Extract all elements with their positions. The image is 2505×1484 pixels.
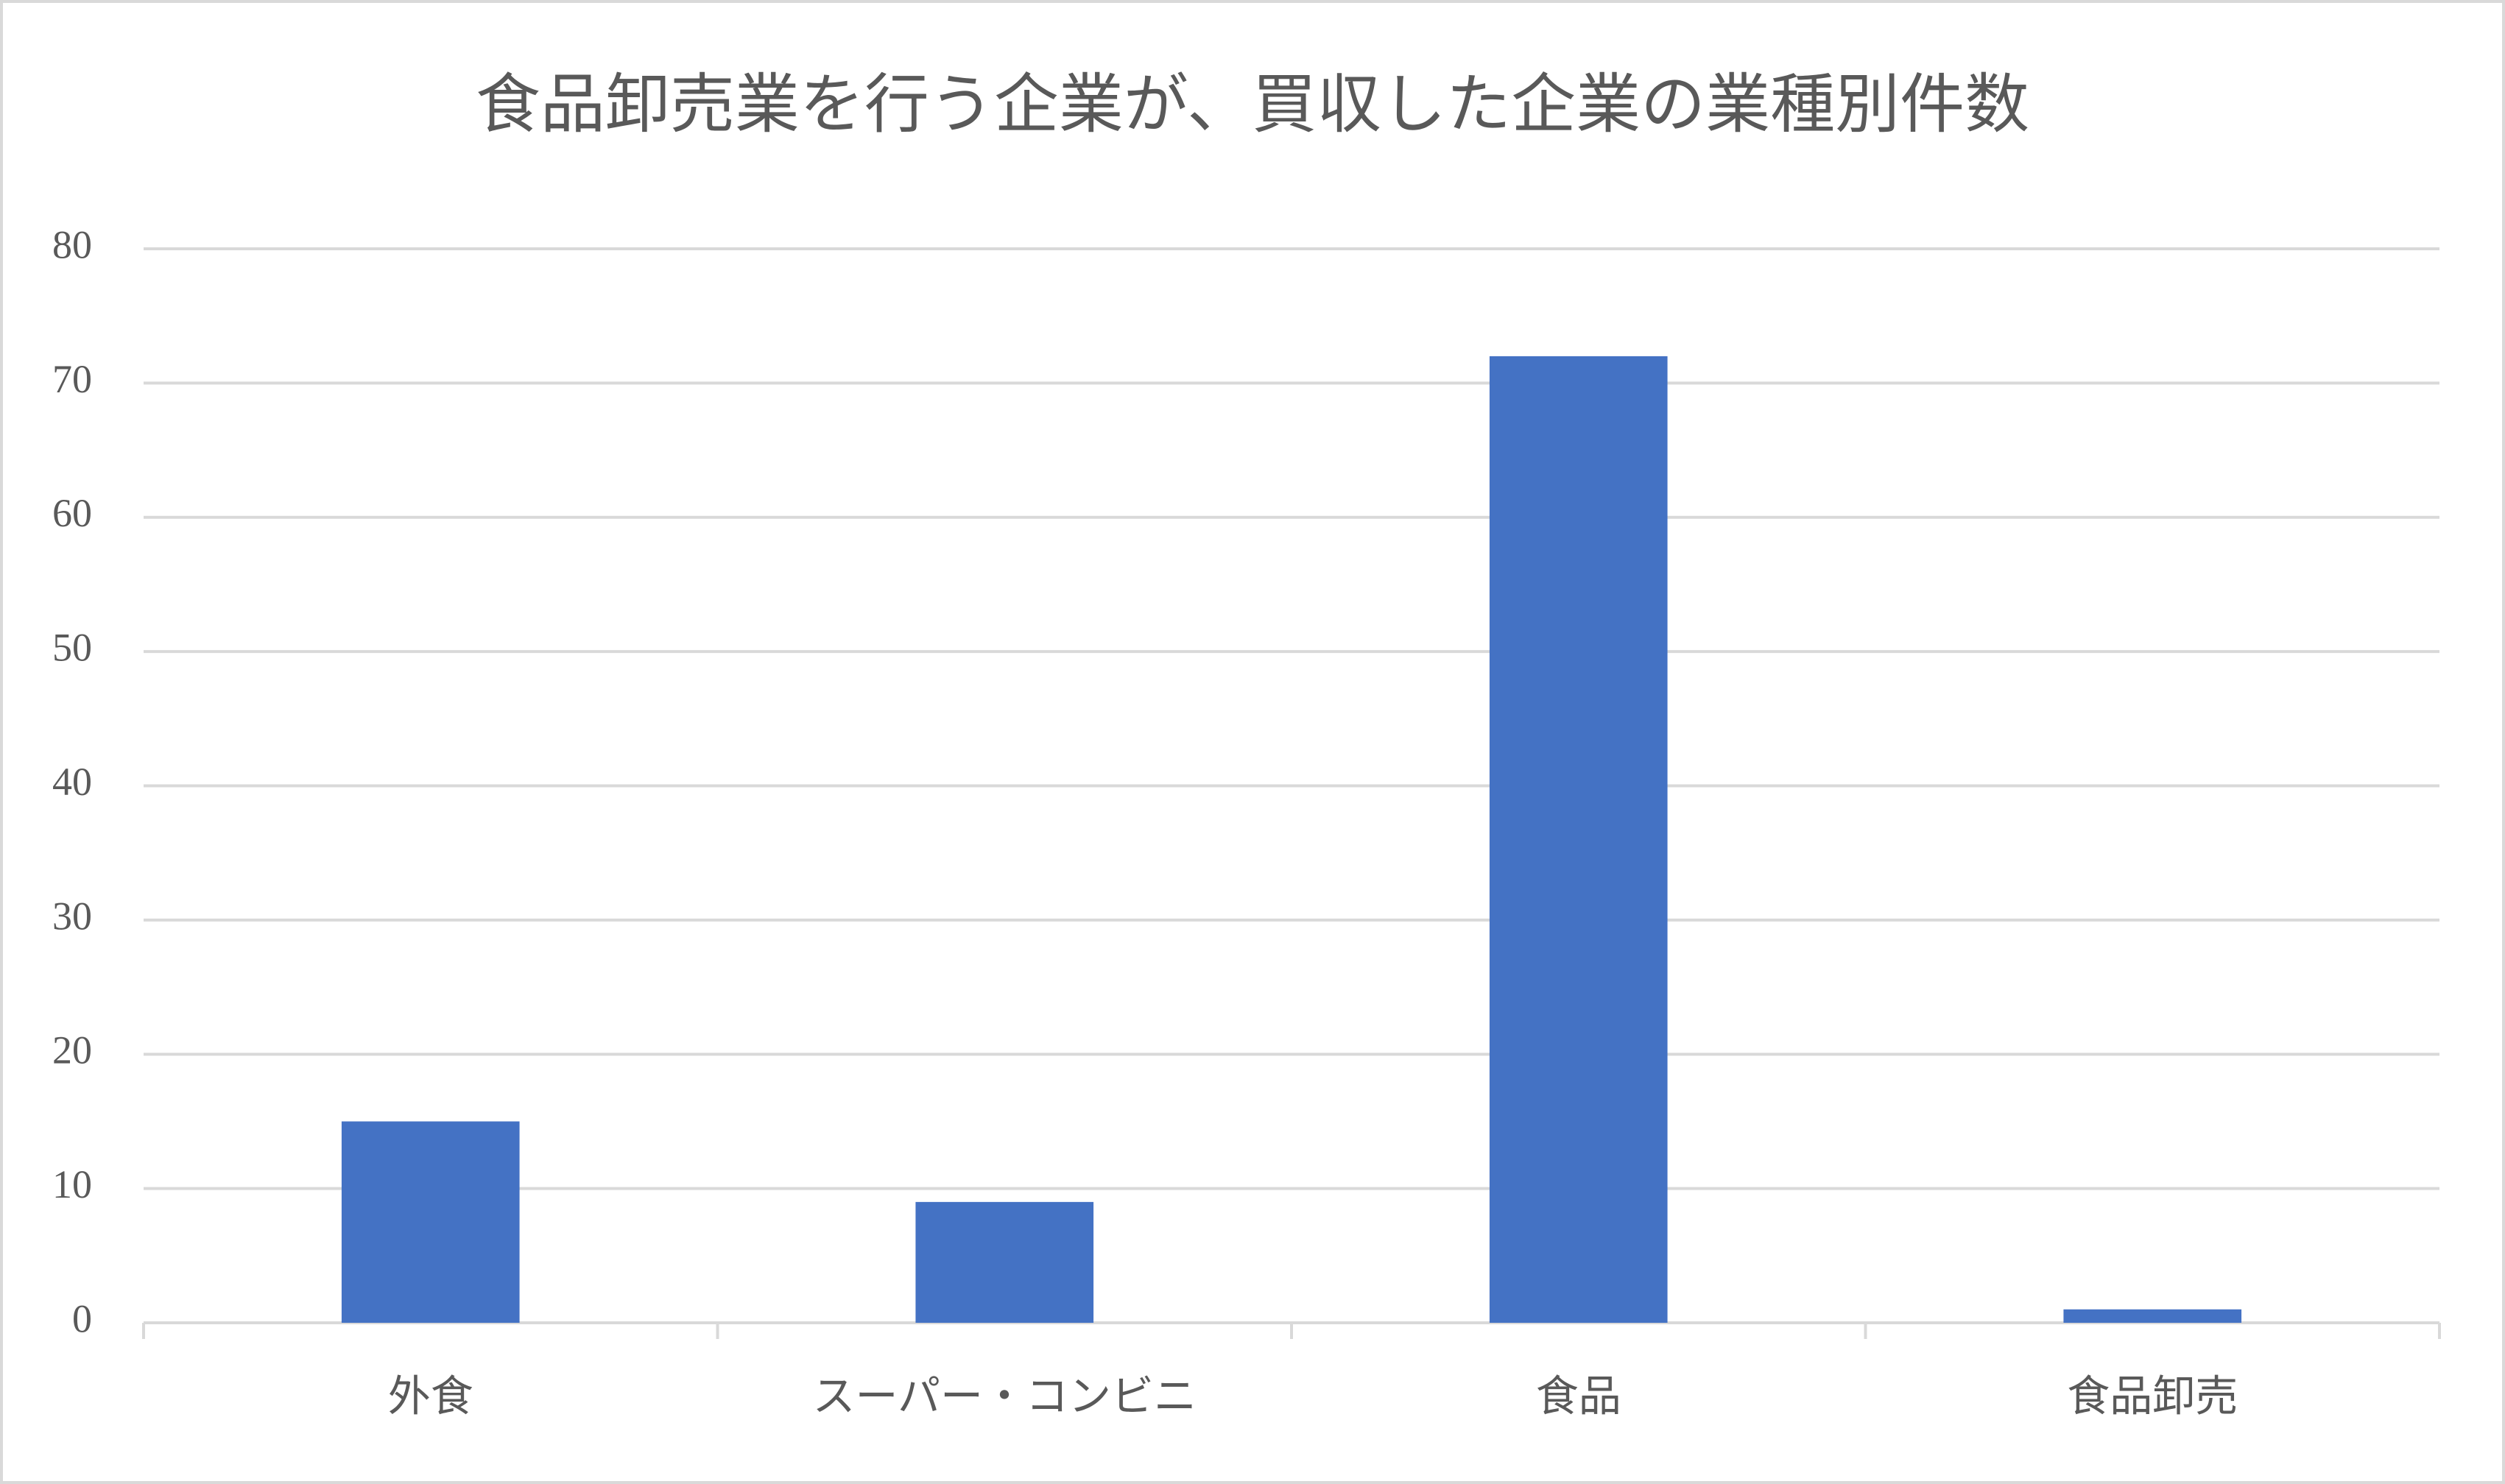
x-tick-label: スーパー・コンビニ <box>813 1372 1197 1420</box>
y-tick-label: 70 <box>52 357 92 401</box>
y-tick-label: 30 <box>52 894 92 938</box>
y-tick-label: 50 <box>52 626 92 670</box>
chart-title: 食品卸売業を行う企業が、買収した企業の業種別件数 <box>476 70 2029 141</box>
bar <box>915 1201 1094 1323</box>
y-tick-label: 20 <box>52 1028 92 1073</box>
bar <box>1489 356 1668 1323</box>
bar <box>341 1121 520 1323</box>
x-tick-label: 食品 <box>1536 1372 1621 1420</box>
bar <box>2063 1309 2242 1323</box>
y-tick-label: 80 <box>52 222 92 266</box>
y-tick-label: 60 <box>52 491 92 535</box>
y-tick-label: 0 <box>72 1296 92 1340</box>
y-tick-label: 40 <box>52 760 92 804</box>
x-tick-label: 食品卸売 <box>2067 1372 2238 1420</box>
y-tick-label: 10 <box>52 1162 92 1206</box>
x-tick-label: 外食 <box>388 1372 473 1420</box>
